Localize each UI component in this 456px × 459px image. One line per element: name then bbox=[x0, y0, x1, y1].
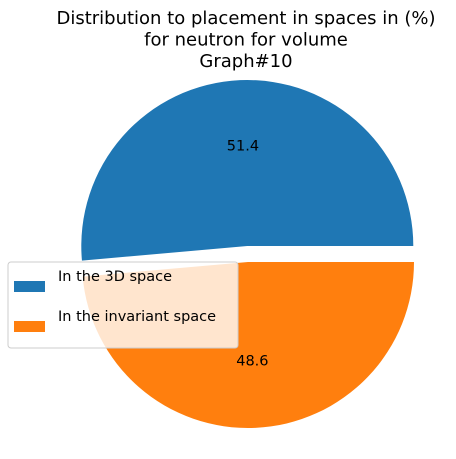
chart-title: Distribution to placement in spaces in (… bbox=[56, 8, 435, 72]
slice-value-label-1: 51.4 bbox=[227, 139, 259, 155]
slice-value-label-2: 48.6 bbox=[236, 354, 268, 370]
legend-box bbox=[7, 261, 239, 349]
legend-label-2: In the invariant space bbox=[58, 309, 216, 325]
legend-swatch-1 bbox=[14, 281, 45, 292]
chart-title-line-3: Graph#10 bbox=[199, 51, 292, 72]
slice-value-labels: 51.4 48.6 bbox=[227, 139, 269, 370]
legend-swatch-2 bbox=[14, 321, 45, 332]
legend: In the 3D space In the invariant space bbox=[7, 261, 239, 349]
pie-slices bbox=[81, 80, 415, 429]
chart-title-line-1: Distribution to placement in spaces in (… bbox=[56, 8, 435, 29]
legend-label-1: In the 3D space bbox=[58, 269, 172, 285]
chart-title-line-2: for neutron for volume bbox=[144, 30, 348, 51]
pie-slice-1 bbox=[81, 80, 414, 261]
